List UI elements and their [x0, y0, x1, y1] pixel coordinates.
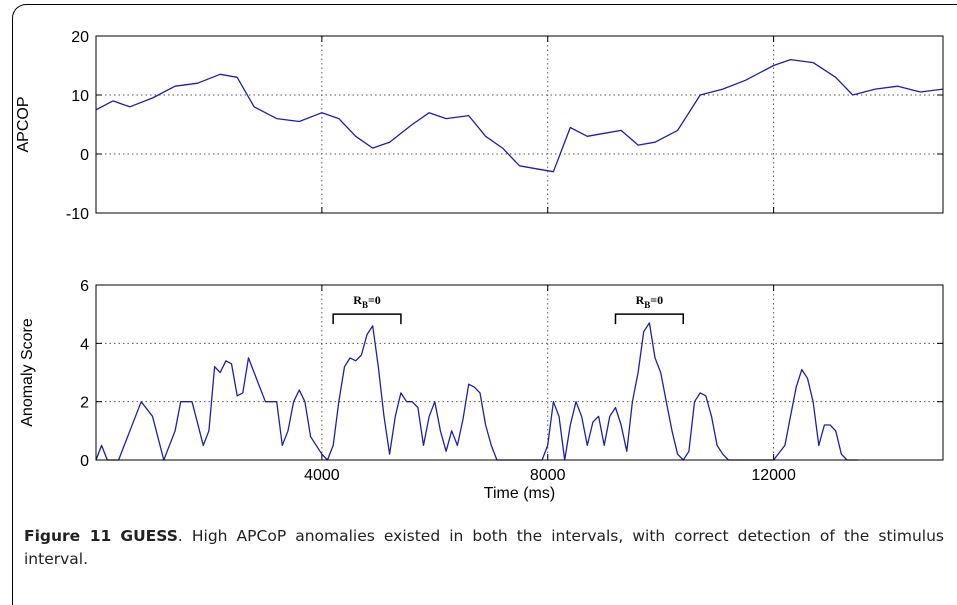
- caption-label: Figure 11: [24, 527, 112, 545]
- figure-frame: [12, 4, 957, 605]
- anomaly-grid: [96, 285, 943, 460]
- anomaly-x-tick-label: 4000: [304, 467, 340, 484]
- apcop-plot-area: [95, 35, 944, 214]
- caption-text: . High APCoP anomalies existed in both t…: [24, 527, 944, 568]
- anomaly-chart: 0 2 4 6 4000 8000 12000 RB=0 RB=0 Anomaly Scor…: [19, 278, 944, 502]
- anomaly-x-tick-label: 12000: [751, 467, 796, 484]
- anomaly-x-axis-label: Time (ms): [484, 485, 555, 502]
- anomaly-y-ticks: 0 2 4 6: [80, 278, 943, 470]
- interval-annotation-label: RB=0: [636, 293, 664, 310]
- anomaly-x-tick-label: 8000: [530, 467, 566, 484]
- anomaly-y-tick-label: 6: [80, 278, 89, 295]
- apcop-y-tick-label: -10: [66, 206, 89, 223]
- apcop-y-ticks: -10 0 10 20: [66, 29, 943, 223]
- caption-title: GUESS: [120, 527, 178, 545]
- interval-bracket: [332, 313, 402, 325]
- figure-caption: Figure 11 GUESS. High APCoP anomalies ex…: [24, 525, 944, 571]
- interval-bracket: [614, 313, 685, 325]
- anomaly-y-tick-label: 2: [80, 395, 89, 412]
- apcop-chart: -10 0 10 20 APCOP: [15, 29, 944, 223]
- apcop-series-line: [95, 58, 944, 173]
- apcop-series: [95, 58, 944, 173]
- anomaly-y-axis-label: Anomaly Score: [19, 318, 36, 427]
- apcop-y-tick-label: 20: [71, 29, 89, 46]
- anomaly-series-line: [95, 322, 859, 461]
- anomaly-annotations: RB=0 RB=0: [332, 293, 685, 325]
- anomaly-y-tick-label: 4: [80, 336, 89, 353]
- anomaly-plot-area: [95, 284, 944, 461]
- apcop-y-tick-label: 10: [71, 88, 89, 105]
- apcop-y-axis-label: APCOP: [15, 96, 32, 152]
- apcop-y-tick-label: 0: [80, 147, 89, 164]
- apcop-grid: [96, 36, 943, 213]
- apcop-x-ticks: [321, 36, 775, 213]
- anomaly-series: [95, 322, 859, 461]
- interval-annotation-label: RB=0: [353, 293, 381, 310]
- anomaly-y-tick-label: 0: [80, 453, 89, 470]
- anomaly-x-ticks: 4000 8000 12000: [304, 285, 796, 484]
